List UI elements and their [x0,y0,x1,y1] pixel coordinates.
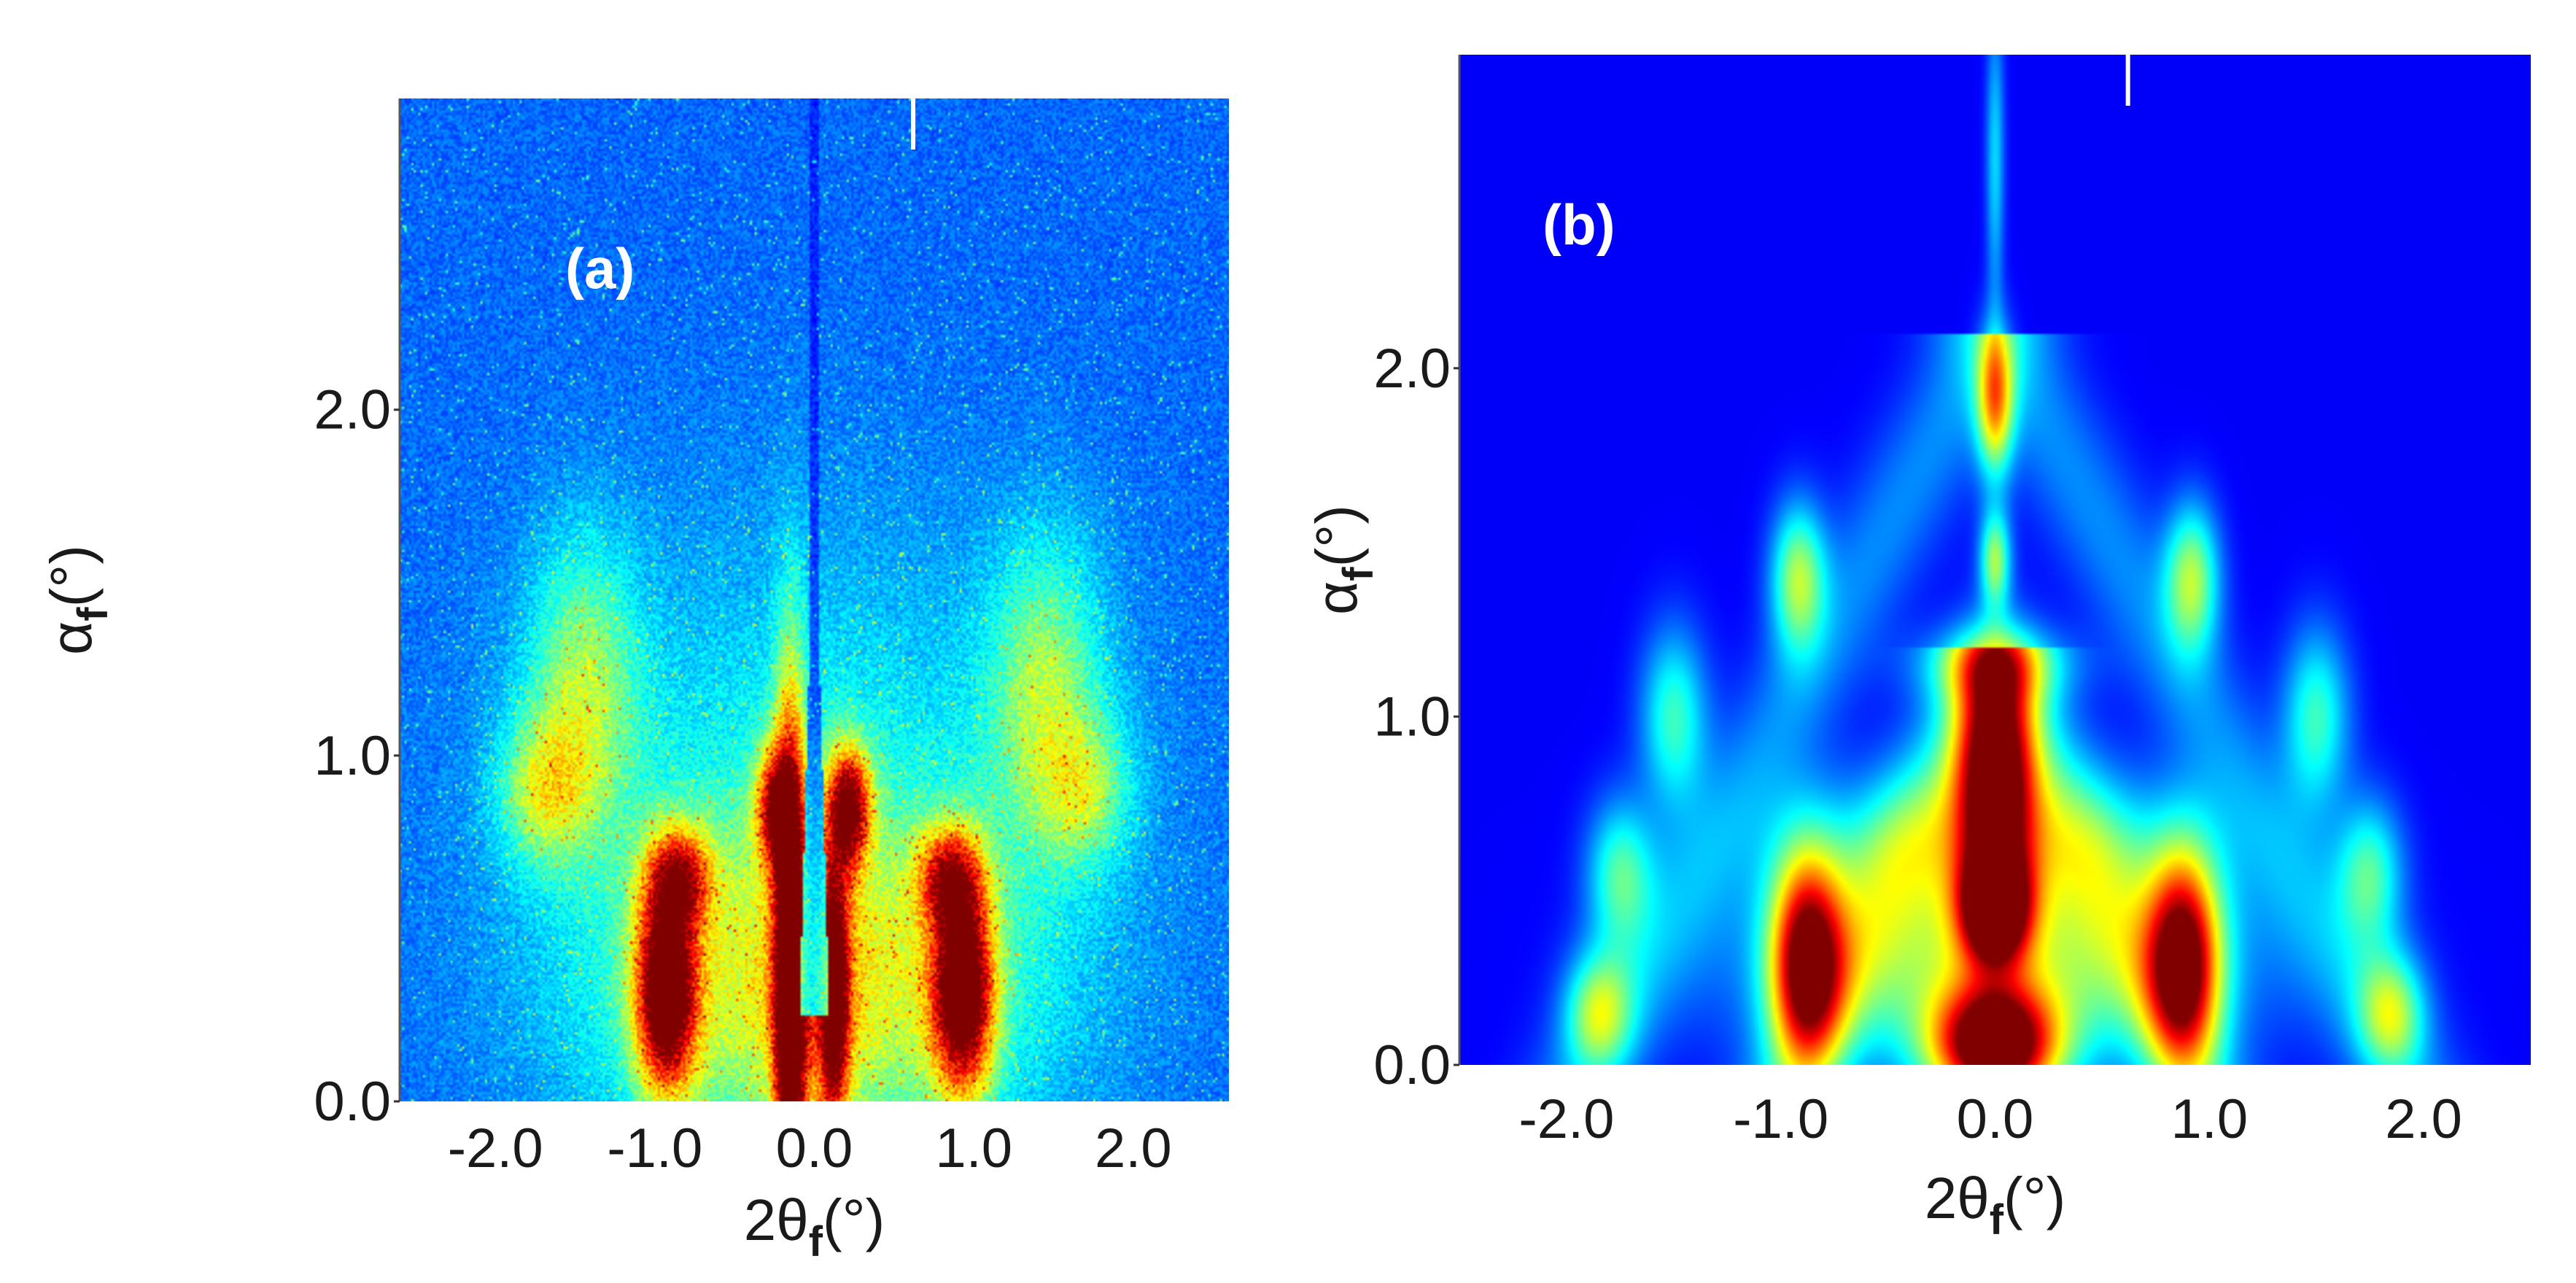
x-tick-label: 1.0 [2170,1088,2248,1150]
x-tick-label: -2.0 [448,1117,543,1179]
panel-label: (a) [565,236,635,301]
y-axis-title: αf(°) [39,545,117,655]
y-tick-label: 2.0 [1373,338,1451,400]
panel-b: -2.0 -1.0 0.0 1.0 2.0 0.0 1.0 2.0 2θf(°) αf(°) (b) [1304,55,2531,1244]
panel-a: -2.0 -1.0 0.0 1.0 2.0 0.0 1.0 2.0 2θf(°) αf(°) (a) [39,98,1229,1265]
y-tick-label: 0.0 [314,1071,391,1133]
x-axis-title: 2θf(°) [744,1187,885,1265]
x-axis-title: 2θf(°) [1925,1166,2066,1244]
y-tick-label: 2.0 [314,379,391,441]
x-tick-label: 2.0 [1095,1117,1172,1179]
panel-label: (b) [1543,193,1615,257]
y-axis-title: αf(°) [1304,505,1382,615]
y-tick-label: 1.0 [314,725,391,787]
x-tick-label: 0.0 [1957,1088,2034,1150]
x-tick-label: -1.0 [1733,1088,1828,1150]
x-tick-label: -2.0 [1518,1088,1614,1150]
heatmap-image [400,98,1229,1101]
heatmap-image [1459,55,2531,1065]
x-tick-label: -1.0 [607,1117,702,1179]
y-tick-label: 0.0 [1373,1034,1451,1096]
x-tick-label: 1.0 [935,1117,1012,1179]
x-tick-label: 2.0 [2385,1088,2462,1150]
x-tick-label: 0.0 [776,1117,853,1179]
y-tick-label: 1.0 [1373,686,1451,748]
